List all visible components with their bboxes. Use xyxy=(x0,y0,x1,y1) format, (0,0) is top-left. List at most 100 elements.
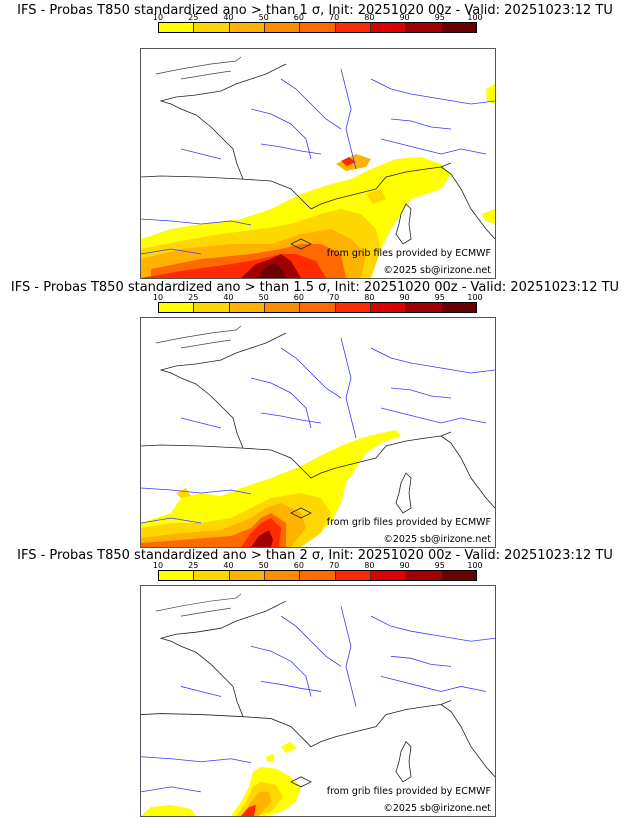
colorbar-tick-label: 80 xyxy=(364,13,375,22)
probability-area xyxy=(176,488,191,498)
map: from grib files provided by ECMWF ©2025 s… xyxy=(140,585,496,817)
colorbar-tick-label: 100 xyxy=(467,293,483,302)
river-line xyxy=(180,417,222,429)
colorbar-tick-label: 50 xyxy=(258,13,269,22)
colorbar-segment xyxy=(441,303,476,312)
colorbar-segment xyxy=(370,303,407,312)
colorbar-segment xyxy=(370,23,407,32)
colorbar-tick-label: 10 xyxy=(152,293,164,302)
colorbar-tick-label: 60 xyxy=(293,561,304,570)
river-line xyxy=(280,78,342,130)
panel-title: IFS - Probas T850 standardized ano > tha… xyxy=(10,280,620,295)
island-outline xyxy=(395,740,412,783)
probability-area xyxy=(481,209,495,224)
colorbar-segment xyxy=(406,303,442,312)
colorbar-tick-label: 25 xyxy=(188,561,199,570)
colorbar-segment xyxy=(335,303,371,312)
map-canvas xyxy=(141,56,495,278)
colorbar-segment xyxy=(441,23,476,32)
river-line xyxy=(390,387,452,399)
panel-title: IFS - Probas T850 standardized ano > tha… xyxy=(17,548,613,563)
probability-area xyxy=(266,753,275,762)
river-line xyxy=(141,517,202,524)
colorbar-tick-label: 90 xyxy=(399,13,410,22)
copyright-credit: ©2025 sb@irizone.net xyxy=(383,534,491,545)
colorbar-tick-label: 90 xyxy=(399,293,410,302)
colorbar-ticks: 10 25 40 50 60 70 80 90 95 100 xyxy=(153,13,483,23)
probability-area xyxy=(256,263,286,278)
colorbar-tick-label: 40 xyxy=(223,561,234,570)
coastline xyxy=(155,325,242,349)
colorbar-segment xyxy=(406,571,442,580)
river-line xyxy=(250,108,312,160)
colorbar-tick-label: 95 xyxy=(434,13,445,22)
colorbar-segment xyxy=(229,303,265,312)
colorbar-tick-label: 50 xyxy=(258,293,269,302)
river-line xyxy=(250,645,312,697)
probability-area xyxy=(281,741,296,753)
colorbar xyxy=(158,570,477,581)
colorbar-tick-label: 10 xyxy=(152,13,164,22)
colorbar-tick-label: 100 xyxy=(467,13,483,22)
river-line xyxy=(141,786,202,793)
colorbar-segment xyxy=(300,23,336,32)
panel-1-5-sigma: IFS - Probas T850 standardized ano > tha… xyxy=(0,280,630,550)
colorbar-segment xyxy=(159,23,195,32)
river-line xyxy=(370,615,495,642)
island-outline xyxy=(290,238,312,250)
river-line xyxy=(370,347,495,374)
river-line xyxy=(260,412,322,424)
colorbar-tick-label: 40 xyxy=(223,293,234,302)
colorbar-segment xyxy=(264,303,301,312)
river-line xyxy=(141,248,202,255)
colorbar-tick-label: 60 xyxy=(293,293,304,302)
river-line xyxy=(180,148,222,160)
colorbar xyxy=(158,302,477,313)
source-credit: from grib files provided by ECMWF xyxy=(326,248,491,259)
colorbar-tick-label: 80 xyxy=(364,561,375,570)
colorbar-tick-label: 40 xyxy=(223,13,234,22)
panel-1-sigma: IFS - Probas T850 standardized ano > tha… xyxy=(0,0,630,282)
panel-2-sigma: IFS - Probas T850 standardized ano > tha… xyxy=(0,548,630,828)
probability-area xyxy=(486,84,495,104)
island-outline xyxy=(290,507,312,519)
coastline xyxy=(155,593,242,617)
colorbar-tick-label: 25 xyxy=(188,293,199,302)
river-line xyxy=(340,337,357,439)
colorbar-segment xyxy=(335,571,371,580)
probability-area xyxy=(251,530,273,547)
colorbar-segment xyxy=(300,303,336,312)
copyright-credit: ©2025 sb@irizone.net xyxy=(383,265,491,276)
colorbar-ticks: 10 25 40 50 60 70 80 90 95 100 xyxy=(153,561,483,571)
river-line xyxy=(260,681,322,692)
probability-area xyxy=(141,430,401,547)
colorbar-tick-label: 70 xyxy=(329,561,340,570)
coastline xyxy=(141,600,495,778)
colorbar-segment xyxy=(300,571,336,580)
colorbar-segment xyxy=(194,23,230,32)
colorbar-segment xyxy=(159,571,195,580)
colorbar-ticks: 10 25 40 50 60 70 80 90 95 100 xyxy=(153,293,483,303)
colorbar-segment xyxy=(194,303,230,312)
colorbar-tick-label: 70 xyxy=(329,293,340,302)
colorbar-segment xyxy=(229,23,265,32)
panel-title: IFS - Probas T850 standardized ano > tha… xyxy=(17,3,613,18)
colorbar-tick-label: 80 xyxy=(364,293,375,302)
island-outline xyxy=(395,203,412,245)
probability-area xyxy=(366,189,386,204)
coastline xyxy=(155,56,242,80)
river-line xyxy=(280,347,342,399)
copyright-credit: ©2025 sb@irizone.net xyxy=(383,803,491,814)
probability-area xyxy=(341,157,356,166)
colorbar-segment xyxy=(335,23,371,32)
river-line xyxy=(380,676,487,692)
colorbar-segment xyxy=(229,571,265,580)
probability-area xyxy=(141,804,196,816)
river-line xyxy=(250,377,312,429)
river-line xyxy=(340,605,357,707)
colorbar-tick-label: 60 xyxy=(293,13,304,22)
river-line xyxy=(260,143,322,155)
island-outline xyxy=(395,472,412,514)
colorbar-tick-label: 10 xyxy=(152,561,164,570)
colorbar xyxy=(158,22,477,33)
